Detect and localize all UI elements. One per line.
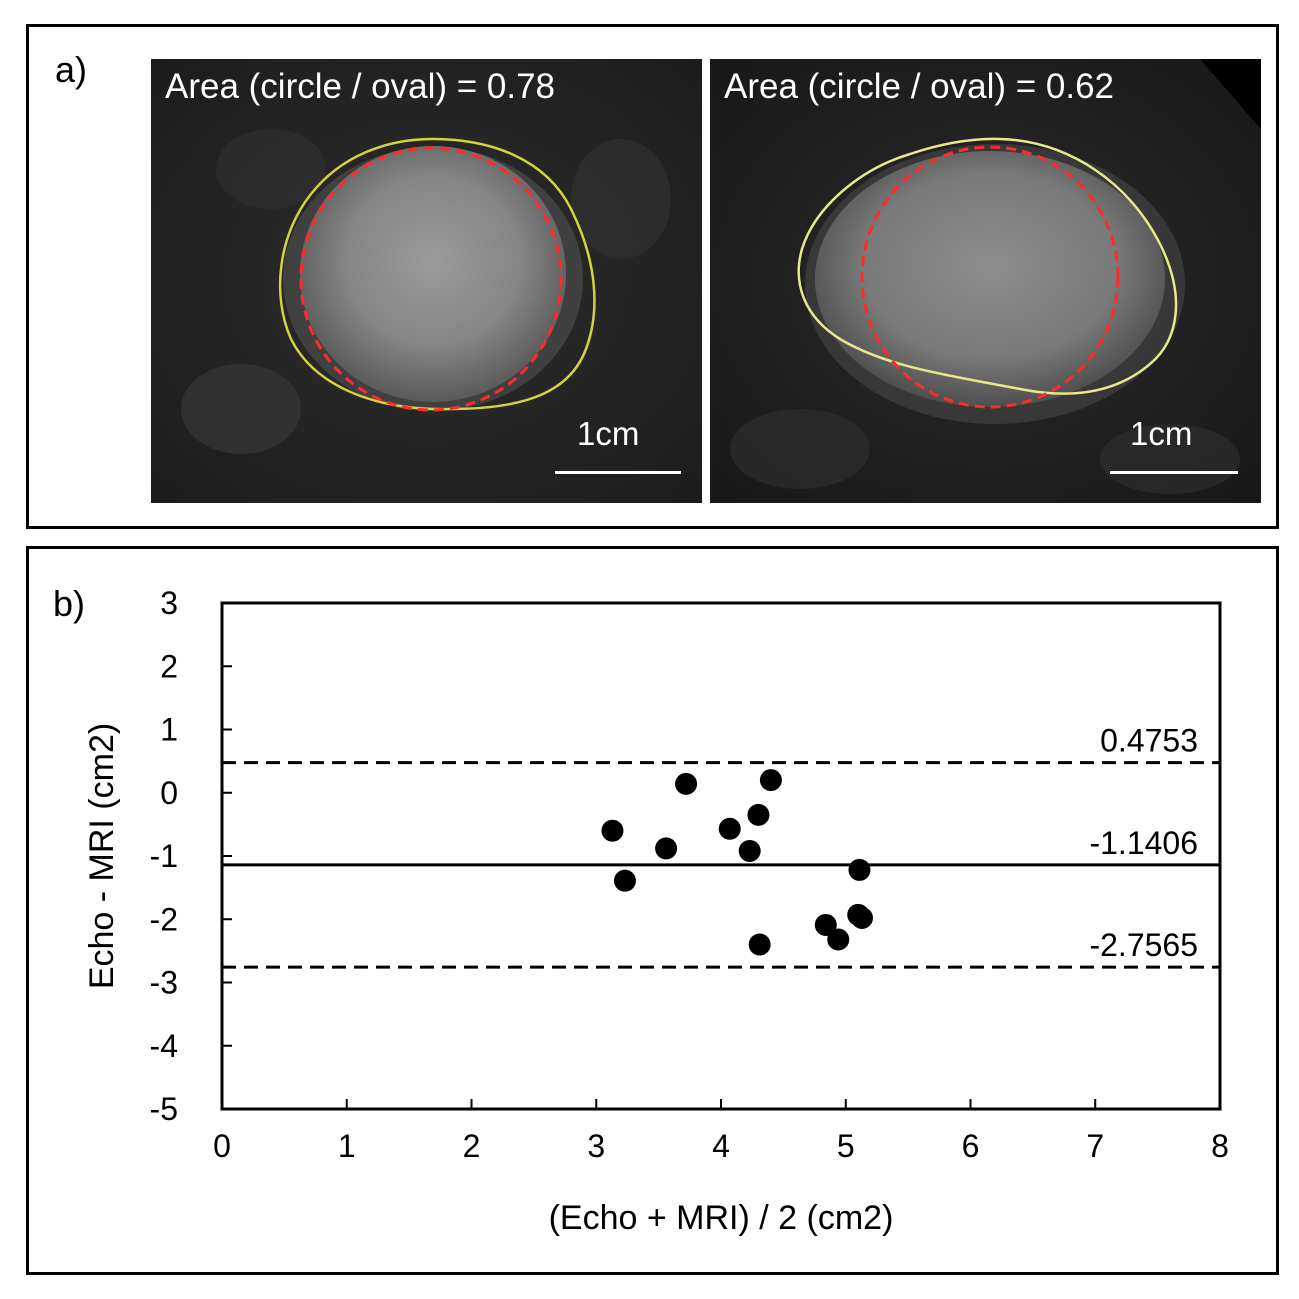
- mri-image-2: Area (circle / oval) = 0.62 1cm: [710, 59, 1261, 503]
- x-tick-label: 4: [712, 1128, 730, 1164]
- data-point: [759, 769, 782, 792]
- scale-label-1: 1cm: [577, 415, 640, 452]
- data-point: [613, 869, 636, 892]
- area-ratio-caption-1: Area (circle / oval) = 0.78: [165, 67, 556, 106]
- mri-scan-2: [710, 59, 1261, 503]
- y-tick-label: -3: [150, 965, 178, 1001]
- scale-label-2: 1cm: [1130, 415, 1193, 452]
- plot-frame: [220, 601, 1222, 1111]
- data-point: [747, 803, 770, 826]
- data-point: [748, 933, 771, 956]
- panel-a-label: a): [55, 49, 88, 90]
- y-tick-label: 2: [160, 648, 178, 684]
- y-tick-label: -4: [150, 1028, 178, 1064]
- panel-b-label: b): [53, 583, 86, 624]
- x-tick-label: 8: [1211, 1128, 1229, 1164]
- data-point: [814, 913, 837, 936]
- data-point: [848, 858, 871, 881]
- mri-image-1: Area (circle / oval) = 0.78 1cm: [151, 59, 702, 503]
- reference-line-label: 0.4753: [1100, 723, 1198, 759]
- x-tick-label: 0: [213, 1128, 231, 1164]
- circle-fit-1: [299, 146, 563, 412]
- data-point: [738, 839, 761, 862]
- scale-bar-2: [1110, 471, 1238, 474]
- y-axis-label: Echo - MRI (cm2): [83, 723, 121, 989]
- y-tick-label: 1: [160, 712, 178, 748]
- data-point: [675, 772, 698, 795]
- data-point: [601, 819, 624, 842]
- panel-b: b) 0 1 2 3 4 5 6 7 8 3 2 1 0 -1 -2 -3 -4 -5 0.4753 -1.1406 -…: [26, 546, 1279, 1275]
- y-tick-label: -1: [150, 838, 178, 874]
- data-point: [827, 928, 850, 951]
- data-point: [850, 906, 873, 929]
- bland-altman-plot: 0 1 2 3 4 5 6 7 8 3 2 1 0 -1 -2 -3 -4 -5 0.4753 -1.1406 -2.7…: [83, 585, 1229, 1237]
- x-tick-label: 5: [837, 1128, 855, 1164]
- x-tick-label: 1: [338, 1128, 356, 1164]
- y-tick-label: -5: [150, 1091, 178, 1127]
- x-tick-label: 2: [463, 1128, 481, 1164]
- y-tick-label: -2: [150, 901, 178, 937]
- y-tick-label: 0: [160, 775, 178, 811]
- contour-outline-2: [797, 137, 1178, 395]
- scale-bar-1: [555, 471, 681, 474]
- mri-scan-1: [151, 59, 702, 503]
- reference-line-label: -2.7565: [1089, 927, 1198, 963]
- area-ratio-caption-2: Area (circle / oval) = 0.62: [724, 67, 1115, 106]
- x-tick-label: 3: [587, 1128, 605, 1164]
- data-point: [655, 837, 678, 860]
- x-tick-label: 6: [962, 1128, 980, 1164]
- circle-fit-2: [860, 145, 1120, 409]
- panel-a: a) Area (circle /: [26, 24, 1279, 529]
- y-tick-label: 3: [160, 585, 178, 621]
- reference-line-label: -1.1406: [1089, 825, 1198, 861]
- x-axis-label: (Echo + MRI) / 2 (cm2): [549, 1199, 894, 1237]
- x-tick-label: 7: [1086, 1128, 1104, 1164]
- data-point: [718, 817, 741, 840]
